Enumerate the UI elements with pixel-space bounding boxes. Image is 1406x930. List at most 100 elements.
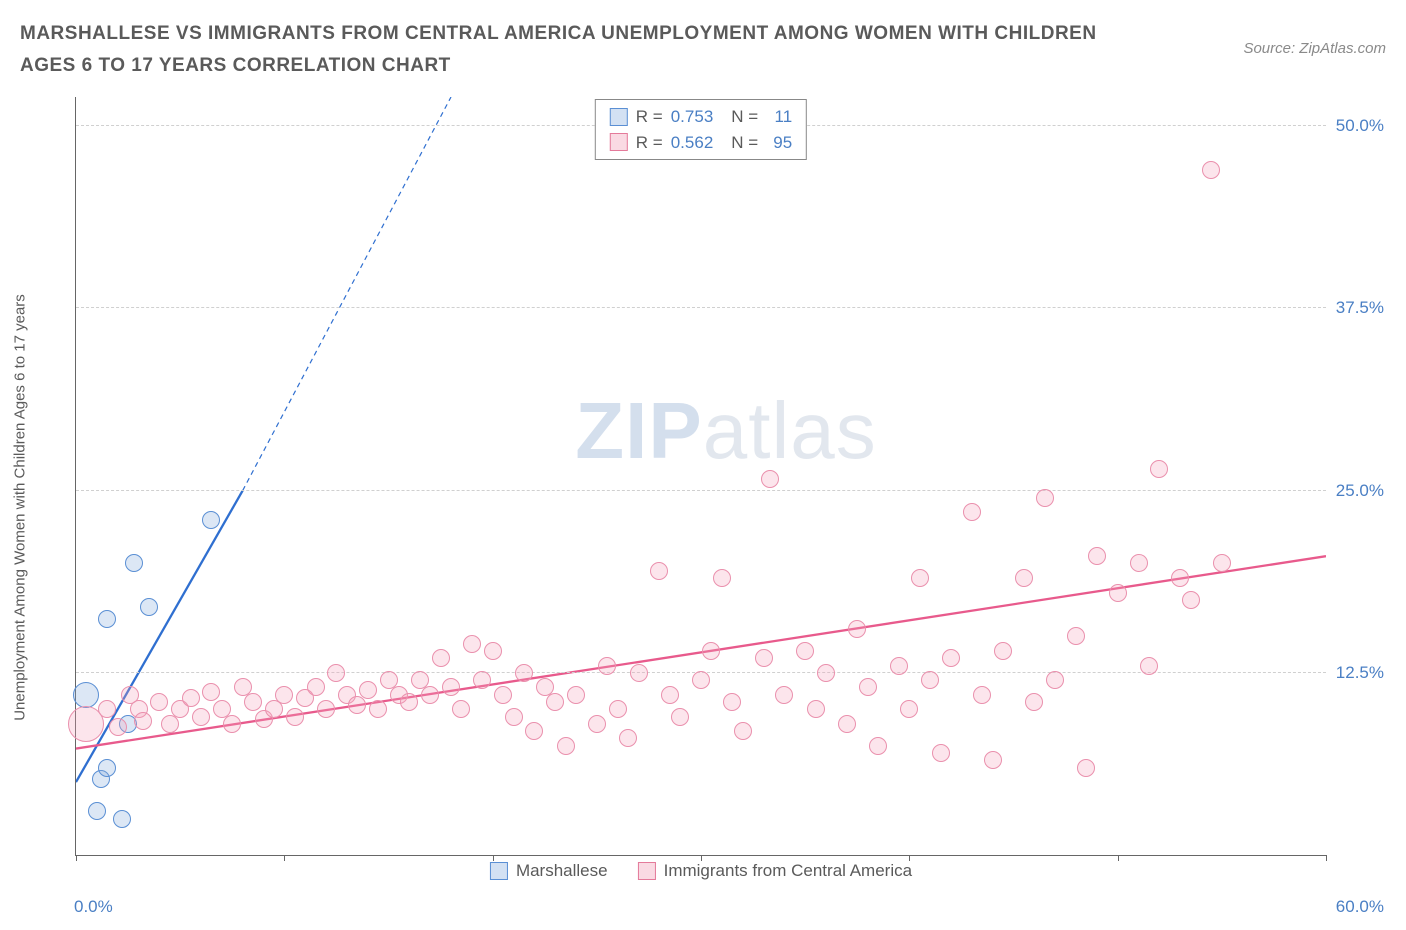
data-point — [702, 642, 720, 660]
r-value-blue: 0.753 — [671, 104, 714, 130]
data-point — [150, 693, 168, 711]
data-point — [817, 664, 835, 682]
x-tick — [909, 855, 910, 861]
n-value-pink: 95 — [766, 130, 792, 156]
data-point — [713, 569, 731, 587]
stats-row-immigrants: R = 0.562 N = 95 — [610, 130, 792, 156]
legend-item-immigrants: Immigrants from Central America — [638, 861, 912, 881]
data-point — [73, 682, 99, 708]
data-point — [1150, 460, 1168, 478]
data-point — [113, 810, 131, 828]
data-point — [973, 686, 991, 704]
data-point — [317, 700, 335, 718]
data-point — [400, 693, 418, 711]
data-point — [359, 681, 377, 699]
series-legend: Marshallese Immigrants from Central Amer… — [490, 861, 912, 881]
data-point — [1213, 554, 1231, 572]
watermark-bold: ZIP — [575, 386, 702, 475]
data-point — [505, 708, 523, 726]
chart-container: Unemployment Among Women with Children A… — [20, 97, 1386, 900]
plot-area: ZIPatlas R = 0.753 N = 11 R = 0.562 N = … — [75, 97, 1326, 856]
data-point — [761, 470, 779, 488]
stats-legend: R = 0.753 N = 11 R = 0.562 N = 95 — [595, 99, 807, 160]
data-point — [807, 700, 825, 718]
data-point — [848, 620, 866, 638]
r-value-pink: 0.562 — [671, 130, 714, 156]
x-tick — [284, 855, 285, 861]
swatch-blue-icon — [490, 862, 508, 880]
data-point — [98, 700, 116, 718]
data-point — [1182, 591, 1200, 609]
x-tick — [493, 855, 494, 861]
trend-line-extrapolated — [243, 97, 451, 491]
data-point — [223, 715, 241, 733]
grid-line — [76, 307, 1326, 308]
watermark-light: atlas — [703, 386, 877, 475]
data-point — [134, 712, 152, 730]
data-point — [1077, 759, 1095, 777]
data-point — [452, 700, 470, 718]
r-label: R = — [636, 130, 663, 156]
data-point — [125, 554, 143, 572]
watermark: ZIPatlas — [575, 385, 876, 477]
swatch-pink-icon — [638, 862, 656, 880]
y-tick-label: 50.0% — [1336, 116, 1384, 136]
data-point — [932, 744, 950, 762]
data-point — [755, 649, 773, 667]
legend-label-marshallese: Marshallese — [516, 861, 608, 881]
data-point — [140, 598, 158, 616]
data-point — [494, 686, 512, 704]
data-point — [432, 649, 450, 667]
data-point — [838, 715, 856, 733]
data-point — [661, 686, 679, 704]
data-point — [1025, 693, 1043, 711]
x-tick-label: 0.0% — [74, 897, 113, 917]
data-point — [484, 642, 502, 660]
data-point — [1015, 569, 1033, 587]
data-point — [192, 708, 210, 726]
y-axis-label: Unemployment Among Women with Children A… — [12, 294, 29, 721]
data-point — [994, 642, 1012, 660]
data-point — [911, 569, 929, 587]
data-point — [286, 708, 304, 726]
data-point — [775, 686, 793, 704]
stats-row-marshallese: R = 0.753 N = 11 — [610, 104, 792, 130]
y-tick-label: 37.5% — [1336, 298, 1384, 318]
data-point — [525, 722, 543, 740]
swatch-pink-icon — [610, 133, 628, 151]
data-point — [463, 635, 481, 653]
data-point — [963, 503, 981, 521]
data-point — [369, 700, 387, 718]
data-point — [1046, 671, 1064, 689]
data-point — [609, 700, 627, 718]
data-point — [869, 737, 887, 755]
data-point — [557, 737, 575, 755]
data-point — [567, 686, 585, 704]
trend-lines-layer — [76, 97, 1326, 855]
data-point — [307, 678, 325, 696]
source-attribution: Source: ZipAtlas.com — [1243, 40, 1386, 57]
data-point — [692, 671, 710, 689]
data-point — [1202, 161, 1220, 179]
n-label: N = — [731, 130, 758, 156]
data-point — [421, 686, 439, 704]
x-tick-label: 60.0% — [1336, 897, 1384, 917]
grid-line — [76, 490, 1326, 491]
data-point — [1130, 554, 1148, 572]
data-point — [859, 678, 877, 696]
x-tick — [701, 855, 702, 861]
y-tick-label: 12.5% — [1336, 663, 1384, 683]
data-point — [1036, 489, 1054, 507]
data-point — [546, 693, 564, 711]
data-point — [202, 511, 220, 529]
data-point — [182, 689, 200, 707]
data-point — [984, 751, 1002, 769]
data-point — [1140, 657, 1158, 675]
data-point — [1109, 584, 1127, 602]
data-point — [88, 802, 106, 820]
data-point — [327, 664, 345, 682]
x-tick — [1326, 855, 1327, 861]
data-point — [734, 722, 752, 740]
data-point — [515, 664, 533, 682]
data-point — [671, 708, 689, 726]
